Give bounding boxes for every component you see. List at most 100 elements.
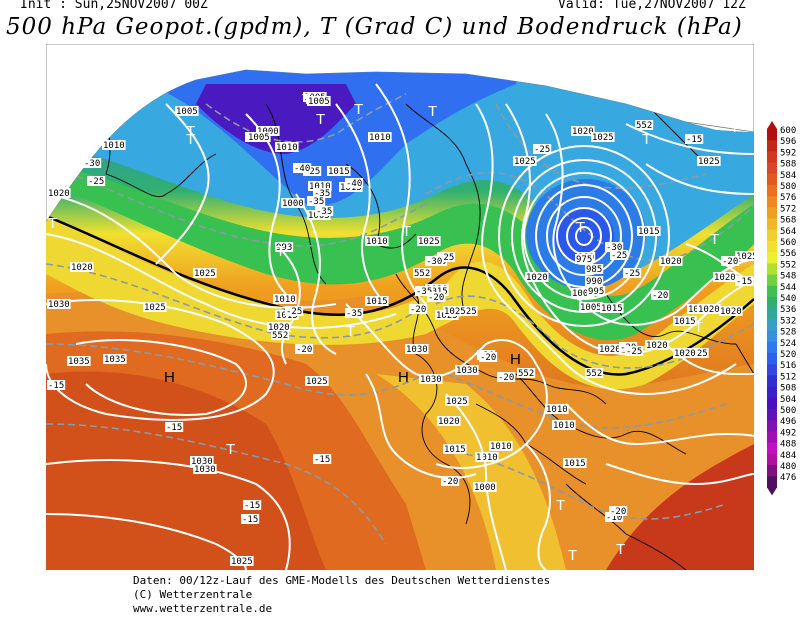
pressure-label: 1015	[673, 316, 697, 327]
svg-text:1020: 1020	[646, 341, 668, 351]
svg-text:-35: -35	[416, 287, 432, 297]
field-yellow-band	[46, 214, 754, 390]
temperature-label: -25	[437, 252, 456, 263]
low-marker: T	[428, 103, 437, 120]
low-marker: T	[518, 61, 527, 78]
pressure-label: 1020	[598, 344, 622, 355]
svg-text:1005: 1005	[580, 303, 602, 313]
pressure-label: 1010	[102, 140, 126, 151]
scale-swatch	[767, 173, 777, 186]
scale-label: 488	[780, 440, 796, 450]
temperature-label: -20	[609, 506, 628, 517]
svg-text:-35: -35	[308, 197, 324, 207]
low-marker: T	[568, 547, 577, 564]
pressure-label: 1010	[552, 420, 576, 431]
temperature-label: -25	[623, 268, 642, 279]
svg-text:993: 993	[276, 243, 292, 253]
pressure-label: 1020	[267, 322, 291, 333]
svg-text:-35: -35	[314, 189, 330, 199]
svg-text:552: 552	[272, 331, 288, 341]
low-marker: T	[556, 497, 565, 514]
svg-text:1020: 1020	[48, 189, 70, 199]
svg-text:995: 995	[588, 287, 604, 297]
svg-text:1025: 1025	[418, 237, 440, 247]
svg-text:-30: -30	[606, 243, 622, 253]
pressure-label: 1010	[475, 452, 499, 463]
svg-text:1025: 1025	[231, 557, 253, 567]
scale-label: 552	[780, 260, 796, 270]
svg-text:1020: 1020	[71, 263, 93, 273]
svg-text:1010: 1010	[276, 143, 298, 153]
temperature-label: -20	[427, 292, 446, 303]
scale-label: 572	[780, 204, 796, 214]
height-label: 552	[413, 268, 432, 279]
pressure-label: 1010	[275, 142, 299, 153]
temperature-label: -15	[313, 454, 332, 465]
scale-swatch	[767, 308, 777, 320]
svg-text:1025: 1025	[446, 397, 468, 407]
low-marker: T	[226, 441, 235, 458]
scale-label: 524	[780, 339, 796, 349]
scale-label: 520	[780, 350, 796, 360]
svg-text:-30: -30	[426, 257, 442, 267]
svg-text:552: 552	[414, 269, 430, 279]
temperature-label: -35	[307, 196, 326, 207]
temperature-label: -10	[605, 512, 624, 523]
field-red-east	[606, 444, 754, 570]
temperature-label: -20	[441, 476, 460, 487]
pressure-label: 1030	[47, 299, 71, 310]
svg-text:1020: 1020	[698, 305, 720, 315]
temperature-label: -25	[533, 144, 552, 155]
pressure-label: 1035	[67, 356, 91, 367]
svg-text:-35: -35	[346, 309, 362, 319]
scale-swatch	[767, 162, 777, 175]
pressure-label: 1020	[571, 126, 595, 137]
pressure-label: 1010	[308, 181, 332, 192]
svg-text:1020: 1020	[720, 307, 742, 317]
pressure-label: 1020	[659, 256, 683, 267]
svg-text:-25: -25	[626, 347, 642, 357]
svg-text:1030: 1030	[456, 366, 478, 376]
scale-swatch	[767, 241, 777, 253]
svg-text:1010: 1010	[546, 405, 568, 415]
scale-label: 560	[780, 238, 796, 248]
svg-text:1020: 1020	[572, 127, 594, 137]
low-marker: T	[402, 223, 411, 240]
scale-swatch	[767, 151, 777, 164]
temperature-label: -35	[345, 308, 364, 319]
scale-swatch	[767, 442, 777, 455]
scale-swatch	[767, 129, 777, 141]
svg-text:-15: -15	[48, 381, 64, 391]
svg-text:1020: 1020	[526, 273, 548, 283]
low-marker: T	[642, 131, 651, 148]
temperature-label: -30	[605, 242, 624, 253]
svg-text:1020: 1020	[438, 417, 460, 427]
scale-label: 500	[780, 406, 796, 416]
temperature-label: -15	[735, 276, 754, 287]
low-marker: T	[616, 541, 625, 558]
svg-text:-40: -40	[346, 179, 362, 189]
svg-text:-25: -25	[624, 269, 640, 279]
temperature-label: -15	[47, 380, 66, 391]
pressure-label: 1010	[489, 441, 513, 452]
valid-time: Valid: Tue,27NOV2007 12Z	[558, 0, 746, 12]
svg-text:1010: 1010	[309, 182, 331, 192]
temperature-label: -30	[425, 256, 444, 267]
svg-text:1010: 1010	[366, 237, 388, 247]
pressure-label: 1030	[405, 344, 429, 355]
pressure-label: 1025	[513, 156, 537, 167]
scale-label: 504	[780, 395, 796, 405]
svg-text:1000: 1000	[572, 289, 594, 299]
pressure-label: 1020	[525, 272, 549, 283]
svg-text:1005: 1005	[176, 107, 198, 117]
svg-text:-25: -25	[611, 251, 627, 261]
scale-label: 580	[780, 182, 796, 192]
scale-swatch	[767, 274, 777, 287]
pressure-label: 1005	[307, 96, 331, 107]
svg-text:1025: 1025	[144, 303, 166, 313]
pressure-label: 1025	[230, 556, 254, 567]
pressure-label: 1035	[103, 354, 127, 365]
scale-label: 536	[780, 305, 796, 315]
temperature-label: -20	[497, 372, 516, 383]
scale-swatch	[767, 297, 777, 309]
